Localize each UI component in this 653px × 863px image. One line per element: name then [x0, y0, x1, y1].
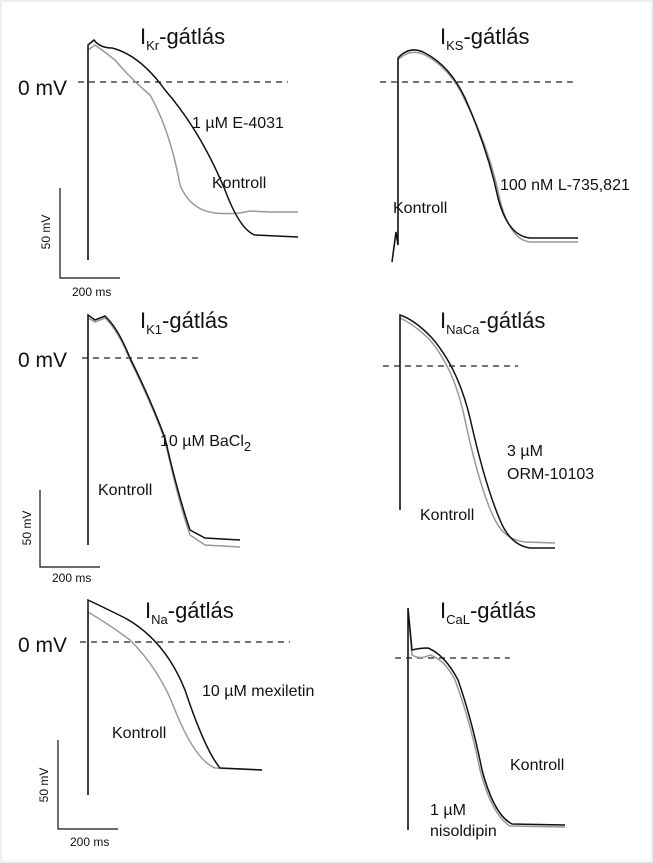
- text-part: 10 µM BaCl: [160, 433, 244, 450]
- text-part: Na: [151, 612, 168, 627]
- scale-bar: [57, 740, 118, 830]
- scale-voltage: 50 mV: [39, 215, 53, 250]
- panel-title: INa-gátlás: [145, 598, 234, 627]
- text-part: I: [440, 308, 446, 333]
- zero-label: 0 mV: [18, 349, 67, 372]
- text-part: 2: [244, 439, 251, 454]
- panel-title: IK1-gátlás: [140, 308, 228, 337]
- zero-label: 0 mV: [18, 634, 67, 657]
- drug-label: 100 nM L-735,821: [500, 177, 630, 194]
- text-part: I: [140, 308, 146, 333]
- text-part: -gátlás: [479, 308, 545, 333]
- scale-bar: [39, 490, 100, 568]
- drug-trace: [391, 49, 578, 263]
- drug-label: 3 µM: [507, 443, 543, 460]
- drug-label: 10 µM mexiletin: [202, 683, 314, 700]
- control-trace: [87, 610, 263, 795]
- control-label: Kontroll: [393, 200, 447, 217]
- zero-label: 0 mV: [18, 77, 67, 100]
- panel-title: INaCa-gátlás: [440, 308, 545, 337]
- control-trace: [407, 609, 566, 830]
- control-trace: [87, 316, 241, 548]
- text-part: -gátlás: [159, 24, 225, 49]
- control-trace: [391, 51, 578, 263]
- text-part: CaL: [446, 612, 470, 627]
- scale-voltage: 50 mV: [20, 511, 34, 546]
- drug-label: 10 µM BaCl2: [160, 433, 251, 454]
- text-part: -gátlás: [470, 598, 536, 623]
- text-part: I: [440, 24, 446, 49]
- text-part: Kr: [146, 38, 160, 53]
- control-label: Kontroll: [212, 175, 266, 192]
- text-part: KS: [446, 38, 464, 53]
- drug-label: ORM-10103: [507, 466, 594, 483]
- text-part: nisoldipin: [430, 823, 497, 840]
- drug-label: 1 µM: [430, 802, 466, 819]
- text-part: ORM-10103: [507, 466, 594, 483]
- control-label: Kontroll: [112, 725, 166, 742]
- control-label: Kontroll: [98, 482, 152, 499]
- drug-trace: [399, 313, 555, 549]
- scale-bar: [59, 188, 120, 279]
- text-part: 1 µM E-4031: [192, 115, 284, 132]
- text-part: -gátlás: [463, 24, 529, 49]
- drug-label: nisoldipin: [430, 823, 497, 840]
- text-part: I: [145, 598, 151, 623]
- drug-trace: [87, 598, 263, 795]
- text-part: 3 µM: [507, 443, 543, 460]
- text-part: 1 µM: [430, 802, 466, 819]
- scale-time: 200 ms: [52, 571, 91, 585]
- panel-title: IKr-gátlás: [140, 24, 225, 53]
- drug-label: 1 µM E-4031: [192, 115, 284, 132]
- scale-voltage: 50 mV: [37, 768, 51, 803]
- scale-time: 200 ms: [72, 285, 111, 299]
- panel-title: ICaL-gátlás: [440, 598, 536, 627]
- drug-trace: [407, 607, 566, 830]
- text-part: 10 µM mexiletin: [202, 683, 314, 700]
- panel-title: IKS-gátlás: [440, 24, 530, 53]
- text-part: I: [440, 598, 446, 623]
- control-trace: [87, 44, 298, 260]
- text-part: -gátlás: [162, 308, 228, 333]
- control-label: Kontroll: [510, 757, 564, 774]
- text-part: 100 nM L-735,821: [500, 177, 630, 194]
- control-label: Kontroll: [420, 507, 474, 524]
- text-part: I: [140, 24, 146, 49]
- text-part: K1: [146, 322, 162, 337]
- scale-time: 200 ms: [70, 835, 109, 849]
- text-part: NaCa: [446, 322, 480, 337]
- drug-trace: [87, 38, 299, 260]
- text-part: -gátlás: [168, 598, 234, 623]
- control-trace: [399, 316, 556, 544]
- drug-trace: [87, 313, 241, 545]
